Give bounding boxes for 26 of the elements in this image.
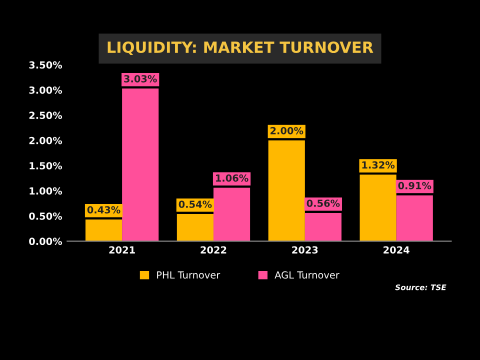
- data-label: 0.56%: [306, 200, 340, 207]
- data-label: 0.43%: [87, 206, 120, 214]
- x-tick-label: 2021: [109, 246, 135, 254]
- x-tick-label: 2024: [384, 246, 410, 254]
- y-tick-label: 2.50%: [29, 112, 62, 120]
- bar: [213, 188, 250, 242]
- chart-title: LIQUIDITY: MARKET TURNOVER: [108, 41, 374, 56]
- legend-label: AGL Turnover: [274, 271, 340, 279]
- x-tick-label: 2023: [292, 246, 318, 254]
- y-tick-label: 1.00%: [30, 187, 62, 195]
- data-label: 0.54%: [178, 200, 212, 208]
- data-label: 0.91%: [398, 182, 432, 190]
- x-tick-label: 2022: [200, 246, 226, 254]
- data-label: 1.06%: [216, 174, 248, 182]
- y-tick-label: 3.50%: [29, 61, 62, 69]
- bar: [85, 220, 122, 242]
- y-tick-label: 2.00%: [29, 136, 62, 144]
- data-label: 3.03%: [124, 75, 157, 82]
- data-label: 1.32%: [362, 161, 395, 169]
- y-tick-label: 0.50%: [29, 212, 62, 220]
- y-tick-label: 3.00%: [29, 86, 62, 94]
- data-label: 2.00%: [270, 126, 304, 134]
- legend-label: PHL Turnover: [157, 271, 220, 279]
- y-tick-label: 1.50%: [30, 162, 62, 170]
- y-tick-label: 0.00%: [29, 238, 62, 246]
- bar: [360, 174, 396, 242]
